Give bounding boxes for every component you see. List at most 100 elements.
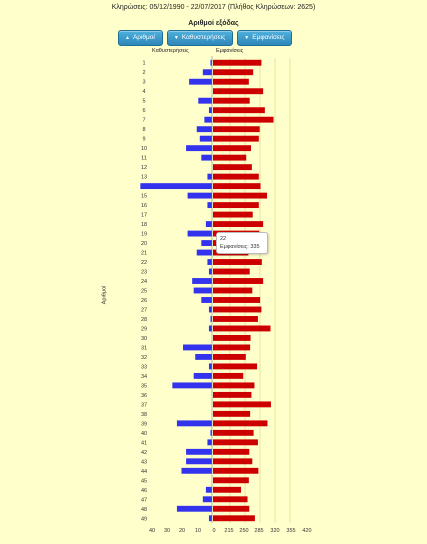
delay-bar[interactable] [196,126,212,133]
category-label: 45 [141,478,147,484]
appearance-bar[interactable] [213,135,259,142]
delay-bar[interactable] [193,372,212,379]
appearance-bar[interactable] [213,316,258,322]
appearance-bar[interactable] [213,505,250,512]
delay-bar[interactable] [183,344,212,351]
appearance-bar[interactable] [213,448,250,455]
delay-bar[interactable] [202,496,212,503]
appearance-bar[interactable] [213,126,260,133]
delay-bar[interactable] [205,486,212,493]
delay-bar[interactable] [176,505,212,512]
delay-bar[interactable] [208,107,212,114]
delay-bar[interactable] [199,135,212,142]
appearance-bar[interactable] [213,486,242,493]
appearance-bar[interactable] [213,211,253,218]
delay-bar[interactable] [187,192,212,199]
sort-numbers-button[interactable]: ▲ Αριθμοί [118,30,163,46]
appearance-bar[interactable] [213,107,265,114]
appearance-bar[interactable] [213,221,264,228]
delay-bar[interactable] [181,467,213,474]
x-tick-label: 215 [224,528,233,534]
delay-bar[interactable] [172,382,212,389]
appearance-bar[interactable] [213,116,274,123]
delay-bar[interactable] [192,278,212,284]
category-label: 23 [141,270,147,276]
delay-bar[interactable] [208,325,212,332]
appearance-bar[interactable] [213,363,258,370]
appearance-bar[interactable] [213,78,249,85]
sort-arrow-up-icon: ▲ [125,35,130,41]
delay-bar[interactable] [201,154,212,161]
appearance-bar[interactable] [213,410,251,417]
appearance-bar[interactable] [213,278,264,284]
delay-bar[interactable] [186,458,212,465]
delay-bar[interactable] [207,202,212,209]
delay-bar[interactable] [186,145,212,152]
delay-bar[interactable] [208,515,212,522]
delay-bar[interactable] [205,221,212,228]
delay-bar[interactable] [202,69,212,76]
appearance-bar[interactable] [213,154,247,161]
appearance-bar[interactable] [213,88,264,95]
delay-bar[interactable] [201,240,212,246]
appearance-bar[interactable] [213,496,248,503]
appearance-bar[interactable] [213,173,259,180]
appearance-bar[interactable] [213,401,271,408]
delay-bar[interactable] [208,268,212,275]
delay-bar[interactable] [207,173,212,180]
appearance-bar[interactable] [213,382,255,389]
delay-bar[interactable] [207,439,212,446]
delay-bar[interactable] [198,97,212,104]
delay-bar[interactable] [196,249,212,256]
delay-bar[interactable] [204,116,212,123]
category-label: 41 [141,440,147,446]
delay-bar[interactable] [193,287,212,294]
appearance-bar[interactable] [213,458,253,465]
appearance-bar[interactable] [213,306,262,313]
delay-bar[interactable] [195,353,212,360]
appearance-bar[interactable] [213,429,254,436]
delay-bar[interactable] [210,316,212,322]
appearance-bar[interactable] [213,164,252,171]
sort-delays-button[interactable]: ▼ Καθυστερήσεις [166,30,234,46]
category-label: 44 [141,469,147,475]
appearance-bar[interactable] [213,97,250,104]
appearance-bar[interactable] [213,439,258,446]
appearance-bar[interactable] [213,192,268,199]
delay-bar[interactable] [140,183,212,190]
delay-bar[interactable] [208,363,212,370]
appearance-bar[interactable] [213,145,251,152]
x-tick-label: 20 [179,528,185,534]
appearance-bar[interactable] [213,59,262,66]
delay-bar[interactable] [186,448,212,455]
appearance-bar[interactable] [213,325,271,332]
appearance-bar[interactable] [213,420,268,427]
appearance-bar[interactable] [213,353,246,360]
sort-appearances-button[interactable]: ▼ Εμφανίσεις [237,30,293,46]
delay-bar[interactable] [189,78,212,85]
delay-bar[interactable] [176,420,212,427]
appearance-bar[interactable] [213,477,249,484]
appearance-bar[interactable] [213,69,254,76]
appearance-bar[interactable] [213,287,253,294]
appearance-bar[interactable] [213,391,252,398]
category-label: 31 [141,345,147,351]
appearance-bar[interactable] [213,183,261,190]
appearance-bar[interactable] [213,467,259,474]
delay-bar[interactable] [187,230,212,237]
appearance-bar[interactable] [213,202,259,209]
appearance-bar[interactable] [213,268,250,275]
appearance-bar[interactable] [213,372,244,379]
appearance-bar[interactable] [213,259,262,265]
category-label: 42 [141,450,147,456]
delay-bar[interactable] [210,429,212,436]
appearance-bar[interactable] [213,515,255,522]
delay-bar[interactable] [210,59,212,66]
appearance-bar[interactable] [213,335,251,341]
appearance-bar[interactable] [213,297,261,303]
delay-bar[interactable] [201,297,212,303]
delay-bar[interactable] [208,306,212,313]
delay-bar[interactable] [207,259,212,265]
category-label: 34 [141,374,147,380]
appearance-bar[interactable] [213,344,251,351]
